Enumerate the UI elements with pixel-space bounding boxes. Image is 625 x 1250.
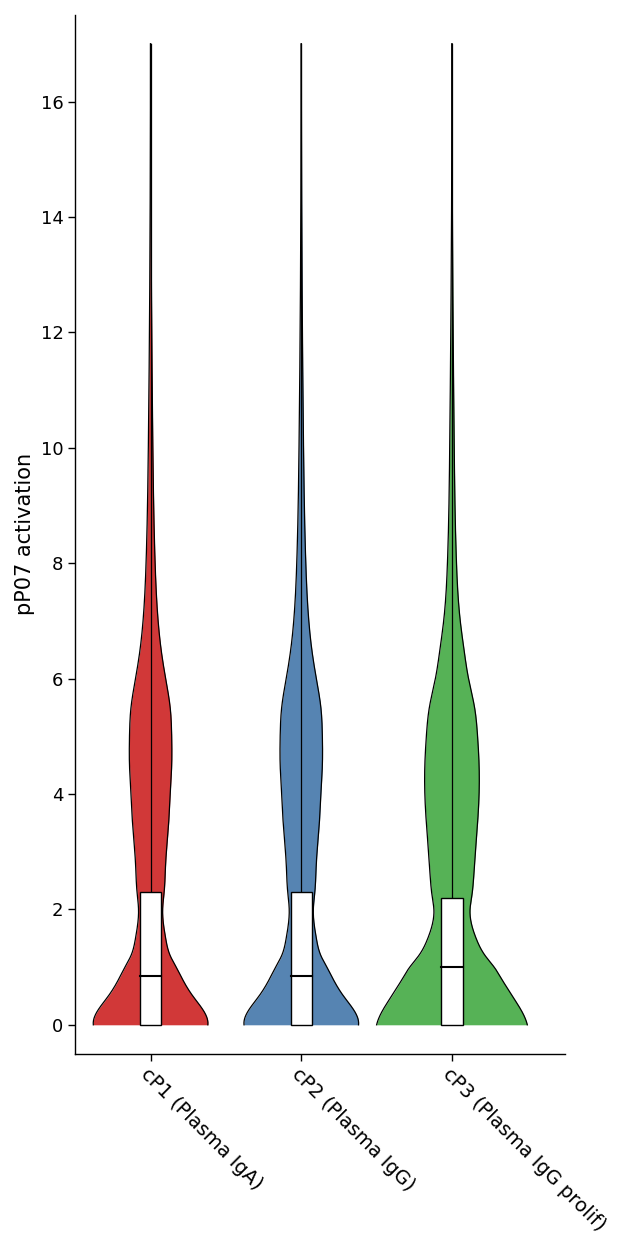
Bar — [140, 892, 161, 1025]
Bar — [291, 892, 312, 1025]
Y-axis label: pP07 activation: pP07 activation — [15, 454, 35, 615]
Bar — [441, 898, 462, 1025]
